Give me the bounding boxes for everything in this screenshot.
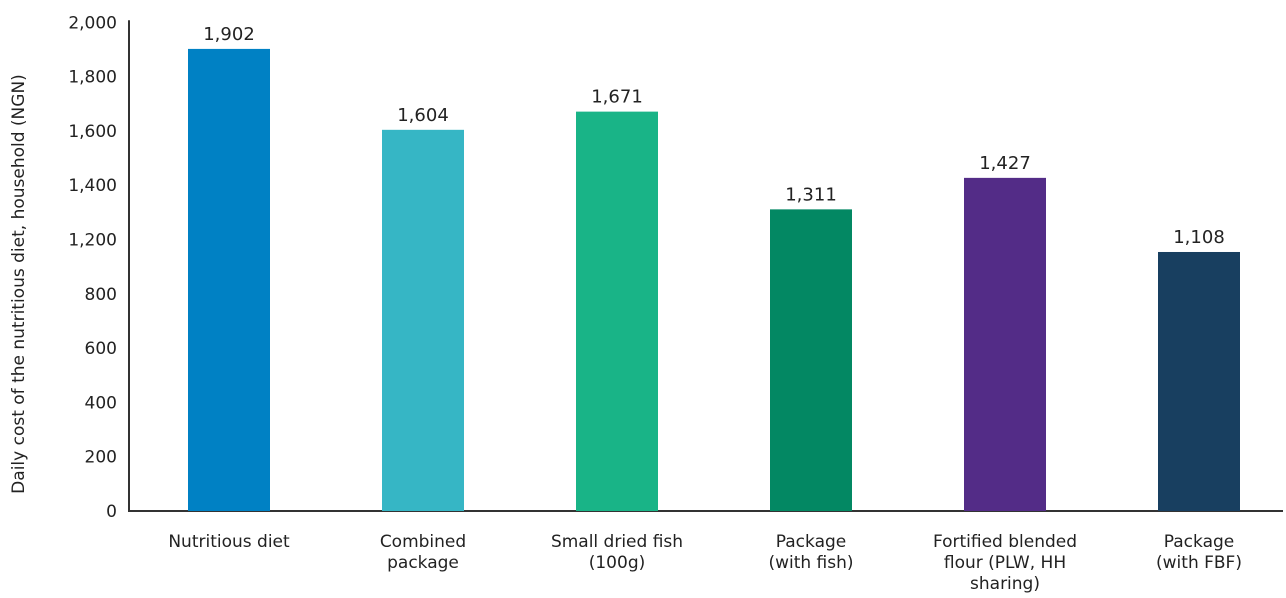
y-tick-label: 800 [85, 285, 117, 305]
category-label-line: (with FBF) [1156, 553, 1242, 573]
axes [128, 20, 1283, 512]
y-tick-label: 2,000 [68, 13, 117, 33]
category-label: Combined package [380, 532, 466, 573]
bar [770, 209, 852, 511]
data-label: 1,604 [397, 105, 449, 126]
category-label-line: Package [1164, 532, 1234, 552]
y-tick-label: 400 [85, 393, 117, 413]
y-tick-label: 1,600 [68, 122, 117, 142]
category-label-line: Small dried fish [551, 532, 683, 552]
y-tick-label: 600 [85, 339, 117, 359]
bar [1158, 251, 1240, 511]
category-label: Nutritious diet [168, 532, 290, 552]
y-axis-title: Daily cost of the nutritious diet, house… [9, 74, 29, 494]
bar [188, 48, 270, 511]
category-label-line: (with fish) [768, 553, 853, 573]
category-label-line: package [387, 553, 459, 573]
data-label: 1,671 [591, 87, 643, 108]
data-label: 1,902 [203, 24, 255, 45]
bar [382, 129, 464, 511]
y-tick-label: 0 [106, 502, 117, 522]
data-label: 1,108 [1173, 227, 1225, 248]
category-label: Package (with fish) [768, 532, 853, 573]
category-labels: Nutritious diet Combined package Small drie… [168, 532, 1242, 594]
y-axis-title-group: Daily cost of the nutritious diet, house… [9, 74, 29, 494]
category-label-line: Fortified blended [933, 532, 1077, 552]
category-label: Package (with FBF) [1156, 532, 1242, 573]
y-ticks: 0 200 400 600 800 1,200 1,400 1,600 1,800 2,000 [68, 13, 117, 522]
data-labels: 1,902 1,604 1,671 1,311 1,427 1,108 [203, 24, 1225, 248]
category-label-line: Package [776, 532, 846, 552]
data-label: 1,427 [979, 153, 1031, 174]
y-tick-label: 200 [85, 448, 117, 468]
y-tick-label: 1,200 [68, 231, 117, 251]
category-label: Fortified blended flour (PLW, HH sharing) [933, 532, 1077, 594]
category-label-line: sharing) [970, 574, 1040, 594]
bar [964, 177, 1046, 511]
category-label-line: Nutritious diet [168, 532, 290, 552]
category-label-line: flour (PLW, HH [944, 553, 1066, 573]
category-label-line: (100g) [589, 553, 646, 573]
y-tick-label: 1,800 [68, 68, 117, 88]
bars [188, 48, 1240, 511]
data-label: 1,311 [785, 184, 837, 205]
category-label: Small dried fish (100g) [551, 532, 683, 573]
bar [576, 111, 658, 511]
y-tick-label: 1,400 [68, 176, 117, 196]
category-label-line: Combined [380, 532, 466, 552]
